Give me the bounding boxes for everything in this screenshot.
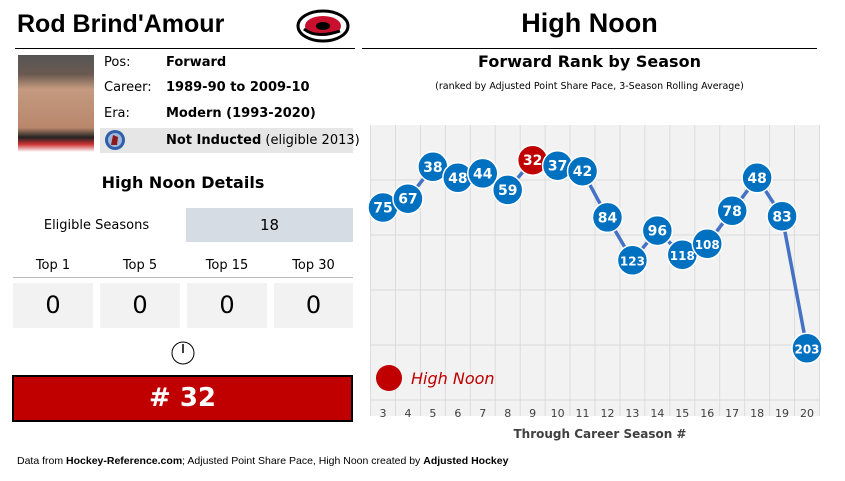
x-tick-label: 15 bbox=[675, 407, 689, 420]
top5-value: 0 bbox=[100, 283, 180, 328]
hof-note: (eligible 2013) bbox=[265, 133, 360, 148]
career-label: Career: bbox=[104, 80, 152, 95]
data-point bbox=[616, 244, 649, 277]
footer-prefix: Data from bbox=[17, 455, 67, 467]
data-label: 84 bbox=[598, 210, 618, 226]
data-label: 37 bbox=[548, 159, 567, 175]
top30-label: Top 30 bbox=[292, 258, 335, 273]
career-value: 1989-90 to 2009-10 bbox=[166, 80, 310, 95]
x-tick-label: 12 bbox=[600, 407, 614, 420]
x-tick-label: 5 bbox=[429, 407, 436, 420]
data-point bbox=[491, 174, 524, 206]
data-point bbox=[691, 228, 723, 260]
top15-label: Top 15 bbox=[205, 258, 249, 273]
x-tick-label: 7 bbox=[479, 407, 486, 420]
legend-marker bbox=[376, 365, 402, 391]
team-logo-icon bbox=[296, 9, 350, 43]
data-label: 75 bbox=[373, 201, 392, 217]
data-point bbox=[392, 182, 424, 215]
x-tick-label: 13 bbox=[625, 407, 639, 420]
data-point bbox=[641, 214, 674, 247]
hof-status: Not Inducted bbox=[166, 133, 262, 148]
player-photo bbox=[18, 55, 94, 152]
top15-value: 0 bbox=[187, 283, 267, 328]
data-label: 83 bbox=[772, 209, 791, 225]
x-tick-label: 3 bbox=[380, 407, 387, 420]
era-value: Modern (1993-2020) bbox=[166, 106, 316, 121]
x-tick-label: 4 bbox=[404, 407, 411, 420]
data-label: 42 bbox=[573, 164, 592, 180]
chart-subtitle: (ranked by Adjusted Point Share Pace, 3-… bbox=[435, 81, 744, 92]
footer: Data from Hockey-Reference.com; Adjusted… bbox=[17, 455, 508, 467]
hof-row bbox=[100, 128, 353, 153]
x-tick-label: 14 bbox=[650, 407, 664, 420]
x-tick-label: 19 bbox=[775, 407, 789, 420]
high-noon-rank: # 32 bbox=[12, 375, 353, 422]
x-tick-label: 16 bbox=[700, 407, 714, 420]
data-point bbox=[467, 157, 499, 190]
data-label: 48 bbox=[448, 171, 467, 187]
eligible-seasons-value: 18 bbox=[186, 208, 353, 242]
data-label: 96 bbox=[648, 224, 667, 240]
right-divider bbox=[362, 48, 817, 49]
x-tick-label: 18 bbox=[750, 407, 764, 420]
x-axis-title: Through Career Season # bbox=[513, 427, 687, 441]
data-label: 123 bbox=[620, 254, 645, 268]
data-label: 59 bbox=[498, 183, 517, 199]
x-tick-label: 20 bbox=[800, 407, 814, 420]
data-point bbox=[566, 155, 599, 187]
hall-of-fame-icon bbox=[105, 130, 125, 150]
x-tick-label: 17 bbox=[725, 407, 739, 420]
era-label: Era: bbox=[104, 106, 130, 121]
data-label: 67 bbox=[398, 192, 417, 208]
data-point bbox=[741, 162, 773, 194]
data-point bbox=[791, 332, 823, 365]
footer-source: Hockey-Reference.com bbox=[66, 455, 183, 467]
pos-value: Forward bbox=[166, 55, 227, 70]
x-tick-label: 8 bbox=[504, 407, 511, 420]
data-label: 38 bbox=[423, 160, 442, 176]
top30-value: 0 bbox=[274, 283, 353, 328]
data-label: 32 bbox=[523, 153, 542, 169]
legend-label: High Noon bbox=[411, 369, 495, 388]
chart-title: Forward Rank by Season bbox=[478, 52, 701, 71]
top1-label: Top 1 bbox=[35, 258, 71, 273]
x-tick-label: 6 bbox=[454, 407, 461, 420]
data-point bbox=[591, 201, 624, 234]
footer-middle: ; Adjusted Point Share Pace, High Noon c… bbox=[182, 455, 424, 467]
page-title: High Noon bbox=[521, 8, 658, 38]
clock-icon bbox=[171, 341, 195, 365]
x-tick-label: 11 bbox=[576, 407, 590, 420]
data-label: 118 bbox=[670, 249, 695, 263]
data-point bbox=[716, 195, 748, 227]
data-point bbox=[766, 200, 798, 233]
top1-value: 0 bbox=[13, 283, 93, 328]
data-label: 78 bbox=[722, 204, 741, 220]
data-label: 48 bbox=[747, 171, 766, 187]
player-name: Rod Brind'Amour bbox=[17, 10, 225, 38]
left-divider bbox=[15, 48, 355, 49]
x-tick-label: 9 bbox=[529, 407, 536, 420]
details-title: High Noon Details bbox=[101, 173, 265, 192]
data-label: 44 bbox=[473, 166, 493, 182]
top5-label: Top 5 bbox=[122, 258, 158, 273]
eligible-seasons-label: Eligible Seasons bbox=[43, 218, 150, 233]
tops-divider bbox=[13, 277, 353, 278]
footer-creator: Adjusted Hockey bbox=[423, 455, 509, 467]
data-label: 203 bbox=[794, 342, 819, 356]
pos-label: Pos: bbox=[104, 55, 131, 70]
data-label: 108 bbox=[695, 238, 720, 252]
x-tick-label: 10 bbox=[551, 407, 565, 420]
